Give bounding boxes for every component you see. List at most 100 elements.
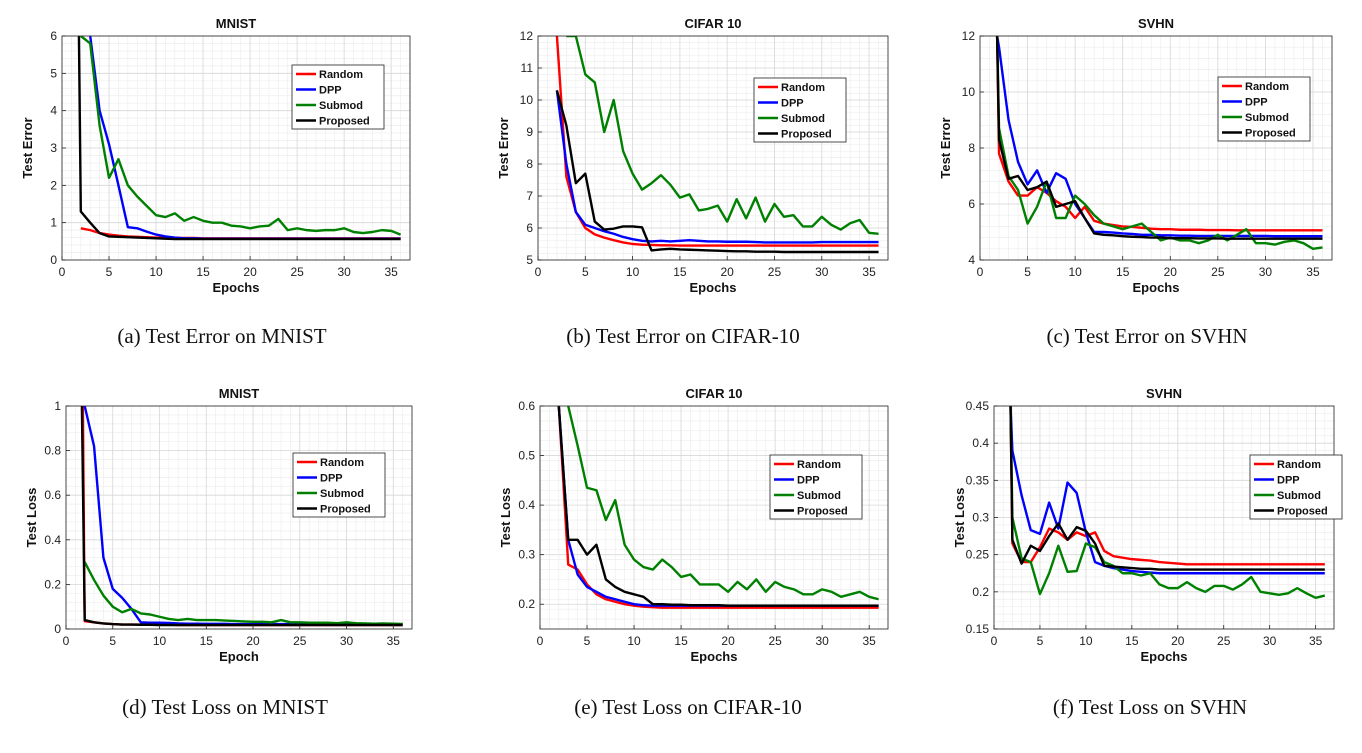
grid (61, 35, 411, 261)
x-tick-label: 5 (582, 265, 589, 279)
legend: Random DPP Submod Proposed (291, 64, 385, 130)
legend-box (292, 452, 386, 518)
axes-box (65, 405, 413, 630)
chart-panel-d: 0 5 10 15 20 25 30 35 0 0.2 0.4 0.6 0.8 1 MNIST Epoch Te… (0, 375, 454, 675)
series-line-submod (1009, 406, 1326, 599)
legend-label-proposed: Proposed (781, 129, 832, 141)
x-tick-label: 30 (1259, 265, 1273, 279)
legend-label-proposed: Proposed (1277, 506, 1328, 518)
chart-title: MNIST (219, 386, 260, 401)
legend: Random DPP Submod Proposed (1249, 454, 1343, 520)
x-tick-label: 25 (1211, 265, 1225, 279)
y-tick-label: 0.15 (966, 622, 990, 636)
x-tick-label: 25 (768, 265, 782, 279)
series-group (557, 406, 879, 609)
legend-label-random: Random (320, 457, 364, 469)
y-tick-label: 0.25 (966, 548, 990, 562)
legend-box (291, 64, 385, 130)
x-axis-label: Epochs (690, 280, 737, 295)
x-tick-label: 35 (863, 634, 877, 648)
chart-d: 0 5 10 15 20 25 30 35 0 0.2 0.4 0.6 0.8 1 MNIST Epoch Te… (24, 386, 413, 664)
legend-label-proposed: Proposed (319, 116, 370, 128)
chart-e: 0 5 10 15 20 25 30 35 0.2 0.3 0.4 0.5 0.6 CIFAR 10 Epo… (498, 386, 889, 664)
y-tick-label: 10 (520, 93, 534, 107)
y-tick-label: 5 (50, 66, 57, 80)
caption-e: (e) Test Loss on CIFAR-10 (574, 695, 802, 719)
series-line-proposed (555, 90, 879, 254)
legend-label-submod: Submod (797, 490, 841, 502)
y-tick-label: 0.6 (44, 488, 61, 502)
y-tick-label: 0.2 (518, 597, 535, 611)
legend-label-proposed: Proposed (1245, 128, 1296, 140)
y-tick-label: 4 (50, 104, 57, 118)
x-tick-label: 15 (196, 265, 210, 279)
x-tick-label: 25 (768, 634, 782, 648)
series-line-submod (995, 36, 1323, 251)
series-line-submod (80, 36, 402, 236)
x-tick-label: 20 (1164, 265, 1178, 279)
x-tick-label: 10 (626, 265, 640, 279)
x-tick-label: 30 (340, 634, 354, 648)
x-axis-label: Epoch (219, 649, 259, 664)
series-line-proposed (80, 406, 403, 627)
legend: Random DPP Submod Proposed (753, 77, 847, 143)
y-tick-label: 0.5 (518, 449, 535, 463)
y-tick-label: 1 (54, 399, 61, 413)
series-line-proposed (995, 36, 1323, 240)
y-axis-label: Test Loss (24, 488, 39, 548)
x-tick-label: 10 (1068, 265, 1082, 279)
series-line-random (555, 36, 879, 247)
x-tick-label: 30 (337, 265, 351, 279)
chart-c: 0 5 10 15 20 25 30 35 4 6 8 10 12 SVHN Epochs Test Erro… (938, 16, 1333, 295)
y-tick-label: 6 (526, 221, 533, 235)
x-tick-label: 30 (1263, 634, 1277, 648)
legend-label-dpp: DPP (781, 98, 804, 110)
caption-a: (a) Test Error on MNIST (117, 324, 327, 348)
x-tick-label: 25 (290, 265, 304, 279)
legend-label-dpp: DPP (319, 85, 342, 97)
x-tick-label: 35 (387, 634, 401, 648)
x-tick-label: 10 (153, 634, 167, 648)
caption-f: (f) Test Loss on SVHN (1052, 695, 1248, 719)
x-tick-label: 0 (59, 265, 66, 279)
legend-label-submod: Submod (1277, 490, 1321, 502)
axes-box (537, 35, 889, 261)
legend-label-dpp: DPP (1277, 475, 1300, 487)
legend-box (769, 454, 863, 520)
y-tick-label: 0 (54, 622, 61, 636)
x-tick-label: 5 (584, 634, 591, 648)
x-tick-label: 20 (1171, 634, 1185, 648)
legend: Random DPP Submod Proposed (292, 452, 386, 518)
legend-label-submod: Submod (319, 100, 363, 112)
chart-title: CIFAR 10 (685, 386, 742, 401)
y-tick-label: 0.3 (518, 548, 535, 562)
y-tick-label: 0.8 (44, 444, 61, 458)
y-tick-label: 9 (526, 125, 533, 139)
x-tick-label: 15 (674, 634, 688, 648)
x-tick-label: 20 (721, 634, 735, 648)
x-tick-label: 5 (109, 634, 116, 648)
x-tick-label: 25 (293, 634, 307, 648)
x-tick-label: 0 (63, 634, 70, 648)
y-tick-label: 10 (962, 85, 976, 99)
legend: Random DPP Submod Proposed (1217, 76, 1311, 142)
series-line-proposed (77, 36, 401, 241)
legend-label-dpp: DPP (1245, 97, 1268, 109)
chart-f: 0 5 10 15 20 25 30 35 0.15 0.2 0.25 0.3 0.35 0.4 0.45 S… (952, 386, 1343, 664)
x-tick-label: 15 (1116, 265, 1130, 279)
legend-box (1217, 76, 1311, 142)
series-line-submod (566, 36, 879, 235)
plot-area (66, 406, 412, 629)
x-tick-label: 5 (1037, 634, 1044, 648)
chart-title: CIFAR 10 (684, 16, 741, 31)
caption-d: (d) Test Loss on MNIST (122, 695, 328, 719)
series-group (77, 36, 402, 241)
x-tick-label: 35 (385, 265, 399, 279)
y-tick-label: 7 (526, 189, 533, 203)
chart-title: MNIST (216, 16, 257, 31)
x-tick-label: 30 (815, 265, 829, 279)
axes-box (539, 405, 889, 630)
legend-label-random: Random (781, 82, 825, 94)
x-tick-label: 5 (106, 265, 113, 279)
x-tick-label: 10 (1079, 634, 1093, 648)
